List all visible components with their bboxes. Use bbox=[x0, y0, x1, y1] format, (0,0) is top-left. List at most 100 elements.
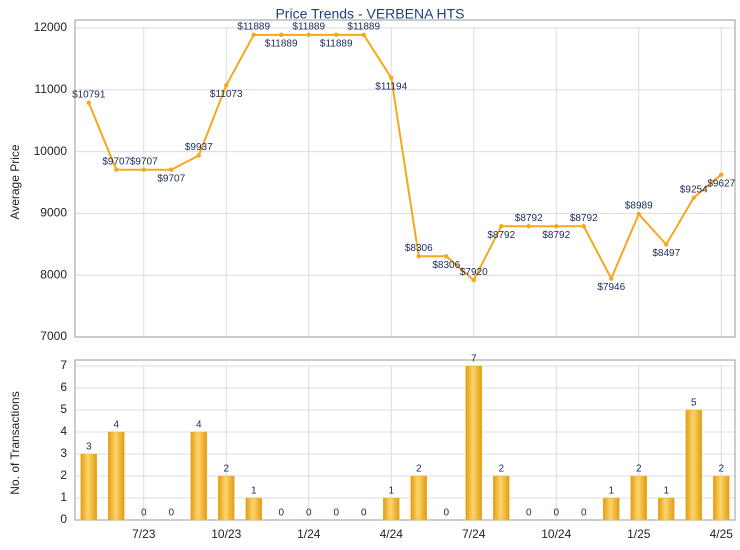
point bbox=[114, 167, 119, 172]
point bbox=[389, 75, 394, 81]
bar bbox=[190, 431, 207, 521]
value-label: $8306 bbox=[432, 260, 460, 271]
y-tick-label: 11000 bbox=[35, 82, 68, 96]
value-label: 0 bbox=[278, 508, 284, 519]
bar bbox=[713, 475, 730, 521]
y-tick-label: 5 bbox=[60, 402, 67, 416]
y-tick-label: 8000 bbox=[40, 267, 67, 281]
point bbox=[416, 254, 421, 259]
y-tick-label: 12000 bbox=[34, 20, 68, 34]
value-label: $9937 bbox=[185, 142, 213, 153]
point bbox=[444, 254, 449, 259]
point bbox=[86, 100, 91, 105]
point bbox=[499, 224, 504, 229]
value-label: $11889 bbox=[292, 22, 325, 33]
value-label: 2 bbox=[498, 464, 504, 475]
value-label: 0 bbox=[443, 508, 449, 519]
value-label: 0 bbox=[306, 508, 312, 519]
y-axis-label: No. of Transactions bbox=[8, 391, 22, 494]
y-tick-label: 3 bbox=[60, 446, 67, 460]
value-label: 7 bbox=[471, 354, 477, 365]
point bbox=[719, 172, 724, 177]
value-label: $9707 bbox=[102, 156, 130, 167]
point bbox=[279, 32, 284, 38]
point bbox=[664, 242, 669, 247]
value-label: $7946 bbox=[597, 282, 625, 293]
value-label: 4 bbox=[113, 420, 119, 431]
value-label: $11889 bbox=[320, 39, 353, 50]
bar bbox=[218, 475, 235, 521]
plot-frame bbox=[74, 359, 736, 521]
x-tick-label: 7/23 bbox=[132, 527, 156, 541]
value-label: $7920 bbox=[460, 267, 488, 278]
point bbox=[691, 195, 696, 200]
bar bbox=[383, 497, 400, 521]
bar bbox=[410, 475, 427, 521]
value-label: $8989 bbox=[625, 201, 653, 212]
value-label: 5 bbox=[691, 398, 697, 409]
point bbox=[334, 32, 339, 38]
y-tick-label: 7 bbox=[60, 358, 67, 372]
point bbox=[609, 276, 614, 281]
bar bbox=[465, 365, 482, 521]
point bbox=[169, 167, 174, 172]
point bbox=[224, 83, 229, 88]
value-label: $8497 bbox=[652, 248, 680, 259]
x-tick-label: 7/24 bbox=[462, 527, 486, 541]
x-tick-label: 1/25 bbox=[627, 527, 651, 541]
x-tick-label: 4/25 bbox=[710, 527, 734, 541]
y-tick-label: 10000 bbox=[34, 144, 68, 158]
value-label: $11073 bbox=[210, 89, 243, 100]
bar bbox=[658, 497, 675, 521]
point bbox=[141, 167, 146, 172]
value-label: 0 bbox=[526, 508, 532, 519]
value-label: $11889 bbox=[237, 22, 270, 33]
value-label: $9254 bbox=[680, 184, 708, 195]
y-tick-label: 6 bbox=[60, 380, 67, 394]
value-label: 0 bbox=[168, 508, 174, 519]
x-tick-label: 10/23 bbox=[211, 527, 241, 541]
bar bbox=[80, 453, 97, 521]
point bbox=[196, 153, 201, 158]
value-label: 0 bbox=[553, 508, 559, 519]
point bbox=[581, 224, 586, 229]
bar bbox=[108, 431, 125, 521]
value-label: 1 bbox=[388, 486, 394, 497]
point bbox=[554, 224, 559, 229]
value-label: $9627 bbox=[707, 178, 735, 189]
value-label: 1 bbox=[663, 486, 669, 497]
value-label: $8792 bbox=[487, 230, 515, 241]
x-tick-label: 10/24 bbox=[541, 527, 571, 541]
y-tick-label: 7000 bbox=[40, 329, 67, 343]
y-tick-label: 0 bbox=[60, 512, 67, 526]
value-label: 0 bbox=[581, 508, 587, 519]
value-label: $11889 bbox=[265, 39, 298, 50]
value-label: $8792 bbox=[570, 213, 598, 224]
point bbox=[251, 32, 256, 38]
value-label: 2 bbox=[636, 464, 642, 475]
bar bbox=[630, 475, 647, 521]
bar bbox=[685, 409, 702, 521]
plot-frame bbox=[74, 19, 736, 338]
value-label: 0 bbox=[141, 508, 147, 519]
price-line bbox=[87, 33, 722, 282]
value-label: 2 bbox=[718, 464, 724, 475]
point bbox=[361, 32, 366, 38]
value-label: $8792 bbox=[515, 213, 543, 224]
value-label: 0 bbox=[333, 508, 339, 519]
bar bbox=[493, 475, 510, 521]
point bbox=[526, 224, 531, 229]
value-label: $10791 bbox=[72, 89, 106, 100]
y-tick-label: 4 bbox=[60, 424, 67, 438]
x-tick-label: 1/24 bbox=[297, 527, 321, 541]
value-label: $8792 bbox=[542, 230, 570, 241]
chart-title: Price Trends - VERBENA HTS bbox=[275, 6, 464, 22]
y-tick-label: 2 bbox=[60, 468, 67, 482]
value-label: 3 bbox=[86, 442, 92, 453]
value-label: 1 bbox=[608, 486, 614, 497]
value-label: $9707 bbox=[130, 156, 158, 167]
value-label: 4 bbox=[196, 420, 202, 431]
point bbox=[471, 277, 476, 283]
value-label: 2 bbox=[223, 464, 229, 475]
value-label: 2 bbox=[416, 464, 422, 475]
